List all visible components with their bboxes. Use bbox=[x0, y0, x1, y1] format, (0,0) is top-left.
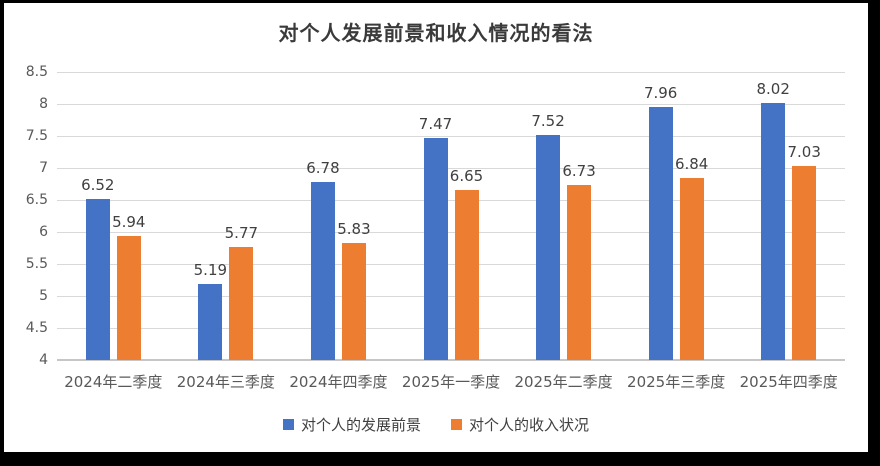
y-tick-label: 5.5 bbox=[25, 256, 48, 272]
value-label: 6.73 bbox=[562, 162, 596, 181]
legend: 对个人的发展前景 对个人的收入状况 bbox=[4, 414, 868, 435]
value-label: 5.19 bbox=[193, 260, 228, 279]
gridline bbox=[57, 263, 845, 265]
gridline bbox=[57, 135, 845, 137]
bar-series-1 bbox=[679, 178, 704, 360]
value-label: 7.96 bbox=[643, 83, 678, 102]
y-tick-label: 7.5 bbox=[25, 128, 48, 144]
x-tick-label: 2025年四季度 bbox=[739, 373, 838, 391]
legend-item: 对个人的收入状况 bbox=[451, 414, 589, 435]
value-label: 7.52 bbox=[531, 111, 565, 130]
y-tick-label: 8.5 bbox=[25, 64, 48, 80]
y-tick-label: 4.5 bbox=[25, 320, 48, 336]
chart-title: 对个人发展前景和收入情况的看法 bbox=[278, 21, 594, 45]
value-label: 7.47 bbox=[418, 114, 453, 133]
gridline bbox=[57, 231, 845, 233]
x-tick-label: 2024年三季度 bbox=[176, 373, 275, 391]
x-axis-line bbox=[57, 359, 845, 361]
x-tick-label: 2025年二季度 bbox=[514, 373, 613, 391]
bar-series-0 bbox=[648, 106, 673, 360]
y-tick-label: 4 bbox=[39, 352, 48, 368]
bar-series-1 bbox=[567, 185, 592, 360]
bar-series-1 bbox=[341, 242, 366, 360]
value-label: 5.94 bbox=[112, 212, 146, 231]
gridline bbox=[57, 103, 845, 105]
value-label: 5.83 bbox=[337, 219, 371, 238]
bar-series-0 bbox=[761, 102, 786, 360]
bar-series-0 bbox=[423, 137, 448, 360]
y-tick-label: 8 bbox=[39, 96, 48, 112]
legend-label: 对个人的发展前景 bbox=[300, 416, 421, 434]
y-tick-label: 7 bbox=[39, 160, 48, 176]
bar-series-1 bbox=[792, 166, 817, 360]
value-label: 6.65 bbox=[449, 167, 484, 186]
y-tick-label: 5 bbox=[39, 288, 48, 304]
gridline bbox=[57, 295, 845, 297]
value-label: 6.52 bbox=[81, 175, 115, 194]
legend-swatch bbox=[451, 419, 462, 430]
legend-swatch bbox=[282, 419, 294, 430]
bar-series-0 bbox=[198, 283, 223, 360]
value-label: 6.84 bbox=[674, 155, 709, 174]
legend-item: 对个人的发展前景 bbox=[282, 414, 421, 435]
bar-series-1 bbox=[454, 190, 479, 360]
value-label: 8.02 bbox=[756, 79, 790, 98]
gridline bbox=[57, 71, 845, 73]
bar-series-0 bbox=[310, 182, 335, 360]
legend-label: 对个人的收入状况 bbox=[469, 416, 590, 434]
bar-series-0 bbox=[85, 198, 110, 360]
y-tick-label: 6 bbox=[39, 224, 48, 240]
y-tick-label: 6.5 bbox=[25, 192, 48, 208]
x-tick-label: 2025年三季度 bbox=[627, 373, 726, 391]
plot-area: 4 4.5 5 5.5 6 6.5 7 7.5 8 8.5 2024年二季度 6.52 5.94 2024… bbox=[26, 64, 845, 391]
x-tick-label: 2024年四季度 bbox=[289, 373, 388, 391]
x-tick-label: 2025年一季度 bbox=[401, 373, 501, 391]
bar-series-0 bbox=[536, 134, 561, 360]
gridline bbox=[57, 327, 845, 329]
value-label: 5.77 bbox=[224, 223, 259, 242]
chart-canvas: 对个人发展前景和收入情况的看法 4 4.5 5 5.5 6 6.5 7 7.5 8 8.5 2024… bbox=[4, 3, 868, 452]
x-tick-label: 2024年二季度 bbox=[64, 373, 163, 391]
bar-series-1 bbox=[116, 235, 141, 360]
gridline bbox=[57, 199, 845, 201]
value-label: 7.03 bbox=[787, 143, 821, 162]
gridline bbox=[57, 167, 845, 169]
value-label: 6.78 bbox=[306, 159, 340, 178]
bar-series-1 bbox=[229, 246, 254, 360]
